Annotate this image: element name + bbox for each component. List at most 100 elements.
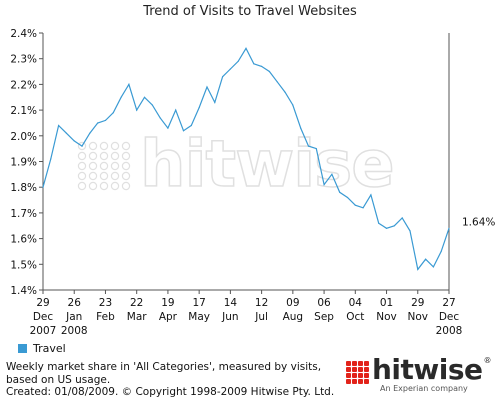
data-point (354, 204, 356, 206)
y-tick-label: 1.6% (10, 234, 37, 246)
data-point (206, 86, 208, 88)
data-point (448, 227, 450, 229)
x-tick-year: 2007 (30, 325, 57, 337)
logo-dot (352, 367, 357, 372)
data-point (175, 109, 177, 111)
y-tick-label: 2.0% (10, 131, 37, 143)
x-tick-month: Oct (346, 311, 364, 323)
x-tick-month: Mar (127, 311, 147, 323)
x-tick-month: Feb (96, 311, 115, 323)
logo-dot-grid (346, 361, 369, 384)
data-point (362, 207, 364, 209)
legend-swatch-travel (18, 344, 27, 353)
watermark-dot (88, 171, 98, 181)
data-point (50, 158, 52, 160)
watermark-dot (110, 171, 120, 181)
x-tick-month: May (188, 311, 210, 323)
data-point (237, 60, 239, 62)
x-tick-day: 04 (349, 297, 363, 309)
data-point (378, 222, 380, 224)
logo-dot (364, 367, 369, 372)
x-tick-day: 12 (255, 297, 268, 309)
watermark-dot (121, 181, 131, 191)
watermark-dot (88, 141, 98, 151)
watermark-dot (99, 181, 109, 191)
data-point (214, 101, 216, 103)
y-tick-label: 1.7% (10, 208, 37, 220)
x-tick-year: 2008 (61, 325, 88, 337)
data-point (440, 250, 442, 252)
data-point (409, 230, 411, 232)
watermark-dot (99, 171, 109, 181)
logo-dot (358, 361, 363, 366)
logo-dot (352, 379, 357, 384)
watermark-dot (121, 171, 131, 181)
end-value-label: 1.64% (462, 216, 495, 228)
data-point (268, 70, 270, 73)
x-tick-day: 22 (130, 297, 143, 309)
x-tick-day: 01 (380, 297, 393, 309)
data-point (253, 63, 255, 65)
y-tick-label: 2.1% (10, 105, 37, 117)
y-tick-label: 2.2% (10, 79, 37, 91)
footnote: Weekly market share in 'All Categories',… (6, 361, 334, 399)
data-point (300, 127, 302, 129)
watermark-dot (121, 151, 131, 161)
watermark-dot (110, 161, 120, 171)
data-point (104, 119, 107, 121)
series-travel (42, 47, 450, 271)
data-point (167, 127, 169, 129)
data-point (261, 65, 263, 67)
data-point (120, 96, 122, 98)
x-axis-ticks: 29 Dec 2007 26 Jan 2008 23 Feb 22 Mar 19 Apr 17 May 14… (30, 290, 463, 337)
logo-dot (346, 379, 351, 384)
x-tick-month: Aug (283, 311, 304, 323)
watermark-dot (121, 161, 131, 171)
logo-dot (346, 361, 351, 366)
x-tick-year: 2008 (436, 325, 463, 337)
watermark-dot (88, 161, 98, 171)
logo-dot (358, 379, 363, 384)
line-chart: hitwise 2.4% 2.3% 2.2% 2.1% 2.0% 1.9% 1.8% 1.7%… (10, 28, 495, 337)
x-tick-day: 27 (442, 297, 455, 309)
logo-dot (346, 373, 351, 378)
logo-mark: hitwise ® (346, 356, 492, 384)
x-tick-month: Dec (33, 311, 54, 323)
watermark-dot (77, 141, 87, 151)
data-point (128, 83, 130, 85)
data-point (73, 140, 75, 142)
x-tick-day: 29 (411, 297, 424, 309)
watermark-dot (77, 181, 87, 191)
data-point (65, 132, 67, 134)
data-point (42, 186, 44, 188)
data-point (339, 191, 341, 193)
x-tick-month: Jul (254, 311, 268, 323)
chart-title: Trend of Visits to Travel Websites (143, 4, 357, 19)
watermark-dot (88, 151, 98, 161)
watermark-dot (99, 141, 109, 151)
watermark-dot (110, 181, 120, 191)
data-point (190, 124, 192, 127)
data-point (89, 132, 91, 134)
data-point (323, 184, 325, 186)
watermark-dot (110, 151, 120, 161)
watermark-text: hitwise (140, 128, 394, 202)
data-point (425, 258, 427, 260)
x-tick-day: 19 (161, 297, 174, 309)
data-point (307, 145, 310, 147)
data-point (97, 122, 99, 124)
y-tick-label: 2.4% (10, 28, 37, 40)
data-point (370, 194, 372, 196)
data-point (284, 91, 286, 93)
hitwise-watermark: hitwise (77, 127, 395, 203)
x-tick-day: 26 (68, 297, 82, 309)
data-point (151, 104, 153, 106)
data-point (136, 109, 138, 111)
logo-dot (364, 379, 369, 384)
data-point (315, 148, 317, 150)
data-point (346, 196, 349, 199)
y-tick-label: 2.3% (10, 54, 37, 66)
x-tick-day: 09 (286, 297, 299, 309)
data-point (432, 266, 434, 268)
x-tick-month: Apr (159, 311, 178, 323)
